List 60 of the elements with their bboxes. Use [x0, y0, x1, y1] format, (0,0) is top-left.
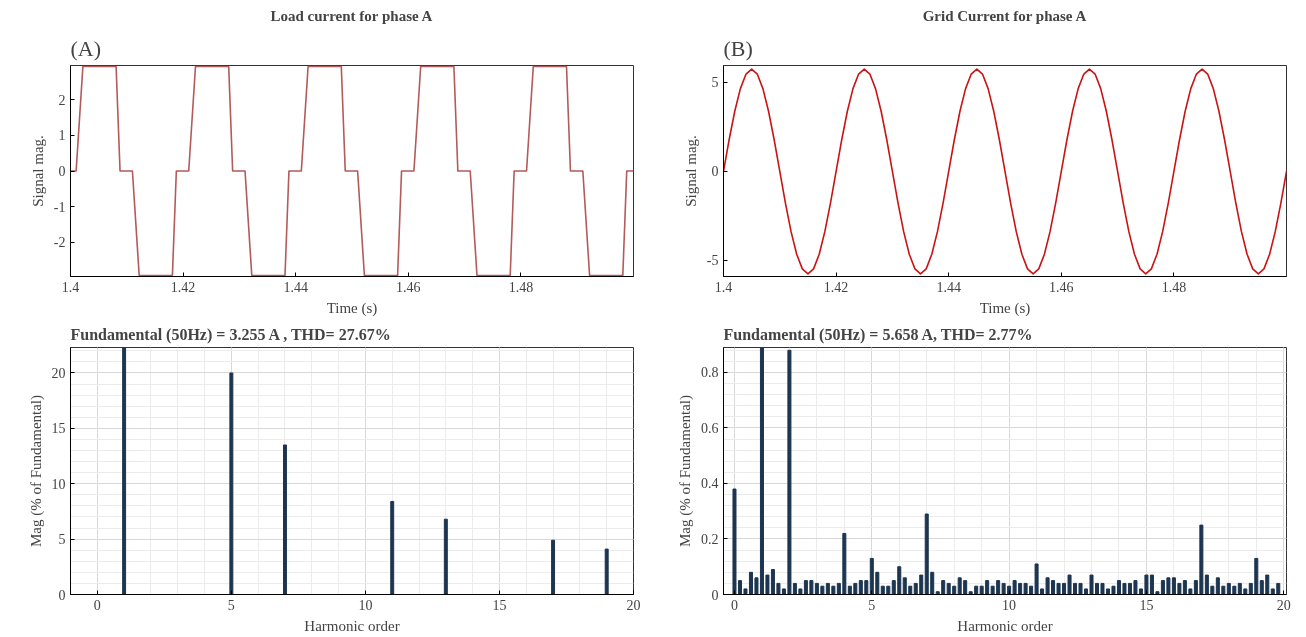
y-axis-title: Signal mag. [682, 135, 699, 207]
chart-title: Grid Current for phase A [922, 7, 1087, 24]
y-axis-title: Mag (% of Fundamental) [27, 394, 45, 548]
bar [443, 518, 448, 595]
x-tick-label: 1.44 [936, 279, 961, 295]
y-tick-label: 5 [58, 532, 66, 548]
x-tick-label: 5 [227, 597, 235, 613]
chart-title: Load current for phase A [270, 7, 433, 24]
x-tick-label: 1.42 [170, 279, 196, 295]
x-tick-label: 20 [626, 597, 641, 613]
y-tick-label: 0 [711, 164, 719, 180]
x-tick-label: 0 [730, 597, 738, 613]
y-tick-label: 0 [58, 587, 66, 603]
y-tick-label: 15 [51, 421, 66, 437]
y-axis-title: Signal mag. [29, 135, 46, 207]
bar [604, 548, 609, 595]
x-tick-label: 20 [1276, 597, 1291, 613]
text: Fundamental (50Hz) = 3.255 A , THD= 27.67% [70, 325, 391, 344]
x-tick-label: 1.48 [1161, 279, 1187, 295]
x-tick-label: 1.4 [714, 279, 733, 295]
x-tick-label: 1.44 [283, 279, 308, 295]
bar [283, 444, 287, 595]
y-tick-label: -1 [53, 199, 66, 215]
x-tick-label: 15 [1139, 597, 1154, 613]
y-tick-label: 1 [58, 128, 66, 144]
x-axis-title: Harmonic order [957, 617, 1053, 634]
x-tick-label: 1.42 [823, 279, 849, 295]
bar [229, 372, 234, 595]
x-tick-label: 1.46 [1049, 279, 1074, 295]
y-tick-label: 5 [711, 75, 719, 91]
x-tick-label: 0 [93, 597, 101, 613]
x-axis-title: Harmonic order [304, 617, 400, 634]
y-tick-label: 0.6 [701, 420, 719, 436]
y-tick-label: -2 [53, 235, 66, 251]
line-series [723, 68, 1287, 275]
bar [122, 347, 127, 595]
y-axis-title: Mag (% of Fundamental) [677, 394, 694, 548]
x-tick-label: 10 [358, 597, 373, 613]
x-tick-label: 1.48 [508, 279, 534, 295]
y-tick-label: 0 [711, 587, 719, 603]
x-axis-title: Time (s) [979, 299, 1031, 317]
y-tick-label: 2 [58, 92, 66, 108]
text: (A) [70, 35, 102, 61]
y-tick-label: 20 [51, 365, 66, 381]
x-tick-label: 5 [868, 597, 876, 613]
bar [390, 500, 395, 595]
x-tick-label: 10 [1002, 597, 1017, 613]
y-tick-label: 0 [58, 164, 66, 179]
text: (B) [723, 35, 753, 61]
text: Fundamental (50Hz) = 5.658 A, THD= 2.77% [723, 325, 1033, 344]
bar [551, 539, 556, 595]
x-tick-label: 1.4 [61, 279, 80, 295]
y-tick-label: -5 [706, 253, 719, 269]
y-tick-label: 0.4 [701, 476, 719, 492]
x-axis-title: Time (s) [326, 299, 378, 317]
y-tick-label: 0.2 [701, 531, 719, 547]
y-tick-label: 0.8 [701, 365, 719, 381]
y-tick-label: 10 [51, 476, 66, 492]
x-tick-label: 1.46 [396, 279, 421, 295]
x-tick-label: 15 [492, 597, 507, 613]
